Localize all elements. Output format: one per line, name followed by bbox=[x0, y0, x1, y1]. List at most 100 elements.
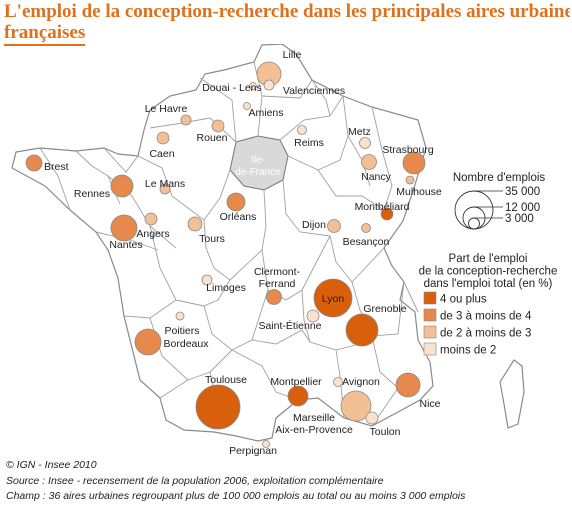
region-boundary bbox=[103, 147, 139, 173]
city-marker-valenciennes bbox=[263, 79, 275, 91]
region-boundary bbox=[317, 135, 349, 171]
city-label-bordeaux: Bordeaux bbox=[164, 338, 210, 350]
legend-category-label: moins de 2 bbox=[440, 345, 496, 357]
legend-category-label: de 2 à moins de 3 bbox=[440, 328, 531, 340]
map-footer: © IGN - Insee 2010 Source : Insee - rece… bbox=[6, 458, 566, 505]
region-boundary bbox=[95, 231, 159, 251]
region-borders: Ile-de-France bbox=[11, 44, 525, 442]
city-label-valenciennes: Valenciennes bbox=[283, 85, 345, 97]
city-marker-marseille-aix-en-provence bbox=[340, 390, 372, 422]
city-label-saint-etienne: Saint-Étienne bbox=[258, 319, 321, 332]
region-boundary bbox=[279, 95, 344, 141]
city-label-nice: Nice bbox=[419, 398, 440, 410]
city-marker-douai-lens bbox=[249, 82, 257, 90]
city-label-rouen: Rouen bbox=[197, 132, 228, 144]
city-marker-montbeliard bbox=[380, 207, 394, 221]
ile-de-france-label: Ile-de-France bbox=[235, 155, 281, 178]
city-marker-nancy bbox=[361, 154, 377, 170]
city-marker-avignon bbox=[333, 377, 343, 387]
region-boundary bbox=[287, 155, 385, 211]
city-label-lille: Lille bbox=[283, 49, 302, 61]
legend-swatch-4 bbox=[423, 342, 437, 356]
city-label-limoges: Limoges bbox=[206, 282, 246, 294]
region-boundary bbox=[199, 77, 237, 143]
city-marker-nantes bbox=[110, 214, 138, 242]
region-boundary bbox=[175, 279, 231, 307]
region-boundary bbox=[329, 235, 385, 283]
legend-color-title: Part de l'emploi bbox=[449, 253, 528, 265]
city-marker-besancon bbox=[361, 223, 371, 233]
region-boundary bbox=[39, 147, 71, 211]
region-boundary bbox=[261, 235, 331, 301]
city-label-marseille-aix-en-provence: Marseille Aix-en-Provence bbox=[275, 412, 353, 436]
region-boundary bbox=[251, 329, 311, 345]
legend-size-value: 35 000 bbox=[505, 186, 540, 198]
copyright-note: © IGN - Insee 2010 bbox=[6, 459, 97, 471]
city-label-montbeliard: Montbéliard bbox=[355, 201, 410, 213]
region-boundary bbox=[231, 349, 299, 401]
city-marker-bordeaux bbox=[134, 328, 162, 356]
city-label-mulhouse: Mulhouse bbox=[396, 186, 442, 198]
legend-color-title: dans l'emploi total (en %) bbox=[424, 278, 553, 290]
france-map: Ile-de-France Lille Douai - Lens Valencien… bbox=[11, 44, 558, 457]
city-markers bbox=[25, 61, 426, 448]
city-label-le-havre: Le Havre bbox=[145, 103, 188, 115]
city-marker-toulon bbox=[365, 411, 379, 425]
city-marker-reims bbox=[297, 125, 307, 135]
scope-note: Champ : 36 aires urbaines regroupant plu… bbox=[6, 490, 466, 502]
france-outline bbox=[11, 44, 434, 442]
city-marker-orleans bbox=[226, 192, 246, 212]
city-marker-limoges bbox=[201, 274, 213, 286]
city-marker-tours bbox=[187, 216, 203, 232]
city-label-avignon: Avignon bbox=[342, 376, 380, 388]
city-label-brest: Brest bbox=[44, 161, 69, 173]
city-label-rennes: Rennes bbox=[74, 188, 110, 200]
legend-color-title: de la conception-recherche bbox=[419, 266, 558, 278]
city-label-lyon: Lyon bbox=[322, 293, 345, 305]
city-label-strasbourg: Strasbourg bbox=[382, 144, 434, 156]
city-marker-grenoble bbox=[345, 313, 379, 347]
region-boundary bbox=[149, 225, 177, 301]
city-marker-caen bbox=[156, 131, 170, 145]
legend-swatch-1 bbox=[423, 291, 437, 305]
city-marker-amiens bbox=[243, 102, 251, 110]
city-marker-dijon bbox=[327, 219, 341, 233]
legend-size-circle bbox=[468, 217, 480, 230]
city-marker-lyon bbox=[313, 278, 353, 318]
city-label-nancy: Nancy bbox=[361, 171, 392, 183]
region-boundary bbox=[159, 349, 233, 399]
map-title: L'emploi de la conception-recherche dans… bbox=[4, 1, 570, 46]
city-marker-nice bbox=[395, 372, 421, 398]
city-marker-montpellier bbox=[287, 385, 309, 407]
city-label-toulon: Toulon bbox=[370, 426, 401, 438]
city-label-dijon: Dijon bbox=[302, 219, 326, 231]
source-note: Source : Insee - recensement de la popul… bbox=[6, 474, 384, 487]
region-boundary bbox=[261, 79, 313, 99]
legend-swatch-3 bbox=[423, 325, 437, 339]
city-label-amiens: Amiens bbox=[248, 107, 283, 119]
city-marker-rennes bbox=[110, 174, 134, 198]
region-boundary bbox=[403, 281, 419, 313]
city-label-metz: Metz bbox=[348, 126, 371, 138]
region-boundary bbox=[149, 117, 237, 143]
legend-size-value: 3 000 bbox=[505, 213, 534, 225]
region-boundary bbox=[301, 289, 361, 351]
legend-size-value: 12 000 bbox=[505, 202, 540, 214]
legend-swatch-2 bbox=[423, 308, 437, 322]
city-label-clermont-ferrand: Clermont-Ferrand bbox=[254, 266, 301, 290]
city-marker-rouen bbox=[211, 119, 225, 133]
city-label-caen: Caen bbox=[149, 148, 174, 160]
region-boundary bbox=[282, 179, 331, 237]
city-label-perpignan: Perpignan bbox=[229, 445, 277, 457]
city-marker-perpignan bbox=[262, 440, 270, 448]
city-label-toulouse: Toulouse bbox=[205, 374, 247, 386]
title-line-2: françaises bbox=[4, 22, 86, 46]
region-boundary bbox=[137, 155, 205, 221]
region-boundary bbox=[203, 169, 231, 249]
city-label-nantes: Nantes bbox=[109, 239, 142, 251]
corsica-outline bbox=[499, 359, 525, 429]
city-label-montpellier: Montpellier bbox=[270, 376, 322, 388]
city-marker-saint-etienne bbox=[306, 309, 320, 323]
